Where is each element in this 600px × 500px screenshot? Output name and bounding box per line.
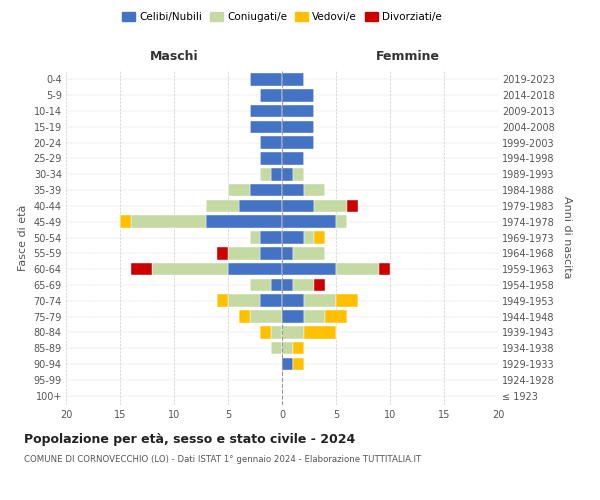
Legend: Celibi/Nubili, Coniugati/e, Vedovi/e, Divorziati/e: Celibi/Nubili, Coniugati/e, Vedovi/e, Di…	[118, 8, 446, 26]
Bar	[336, 294, 358, 307]
Bar	[260, 152, 282, 165]
Bar	[206, 216, 282, 228]
Bar	[260, 136, 282, 149]
Bar	[228, 247, 260, 260]
Bar	[217, 294, 228, 307]
Bar	[282, 231, 304, 244]
Bar	[239, 310, 250, 323]
Bar	[250, 231, 260, 244]
Bar	[282, 152, 304, 165]
Text: Maschi: Maschi	[149, 50, 199, 62]
Bar	[282, 247, 293, 260]
Bar	[282, 342, 293, 354]
Bar	[131, 263, 152, 276]
Bar	[304, 294, 336, 307]
Bar	[271, 168, 282, 180]
Bar	[304, 310, 325, 323]
Text: Popolazione per età, sesso e stato civile - 2024: Popolazione per età, sesso e stato civil…	[24, 432, 355, 446]
Bar	[250, 310, 282, 323]
Text: Femmine: Femmine	[376, 50, 440, 62]
Bar	[282, 168, 293, 180]
Bar	[293, 247, 325, 260]
Bar	[293, 168, 304, 180]
Bar	[217, 247, 228, 260]
Bar	[325, 310, 347, 323]
Bar	[293, 358, 304, 370]
Bar	[282, 89, 314, 102]
Bar	[228, 263, 282, 276]
Bar	[271, 326, 282, 338]
Bar	[282, 136, 314, 149]
Bar	[206, 200, 239, 212]
Bar	[282, 358, 293, 370]
Bar	[304, 184, 325, 196]
Bar	[250, 278, 271, 291]
Bar	[250, 73, 282, 86]
Bar	[282, 263, 336, 276]
Bar	[260, 326, 271, 338]
Bar	[304, 326, 336, 338]
Bar	[271, 342, 282, 354]
Bar	[260, 247, 282, 260]
Bar	[250, 184, 282, 196]
Bar	[260, 89, 282, 102]
Bar	[120, 216, 131, 228]
Bar	[347, 200, 358, 212]
Bar	[282, 294, 304, 307]
Bar	[282, 216, 336, 228]
Bar	[314, 231, 325, 244]
Text: COMUNE DI CORNOVECCHIO (LO) - Dati ISTAT 1° gennaio 2024 - Elaborazione TUTTITAL: COMUNE DI CORNOVECCHIO (LO) - Dati ISTAT…	[24, 456, 421, 464]
Y-axis label: Fasce di età: Fasce di età	[18, 204, 28, 270]
Bar	[282, 73, 304, 86]
Bar	[271, 278, 282, 291]
Bar	[260, 231, 282, 244]
Bar	[379, 263, 390, 276]
Bar	[260, 294, 282, 307]
Bar	[282, 310, 304, 323]
Bar	[336, 216, 347, 228]
Bar	[314, 278, 325, 291]
Bar	[293, 342, 304, 354]
Bar	[282, 278, 293, 291]
Bar	[228, 294, 260, 307]
Bar	[314, 200, 347, 212]
Bar	[260, 168, 271, 180]
Bar	[282, 200, 314, 212]
Bar	[304, 231, 314, 244]
Bar	[336, 263, 379, 276]
Bar	[282, 184, 304, 196]
Bar	[282, 105, 314, 118]
Bar	[293, 278, 314, 291]
Bar	[228, 184, 250, 196]
Bar	[250, 105, 282, 118]
Y-axis label: Anni di nascita: Anni di nascita	[562, 196, 572, 279]
Bar	[131, 216, 206, 228]
Bar	[250, 120, 282, 133]
Bar	[282, 120, 314, 133]
Bar	[239, 200, 282, 212]
Bar	[282, 326, 304, 338]
Bar	[152, 263, 228, 276]
